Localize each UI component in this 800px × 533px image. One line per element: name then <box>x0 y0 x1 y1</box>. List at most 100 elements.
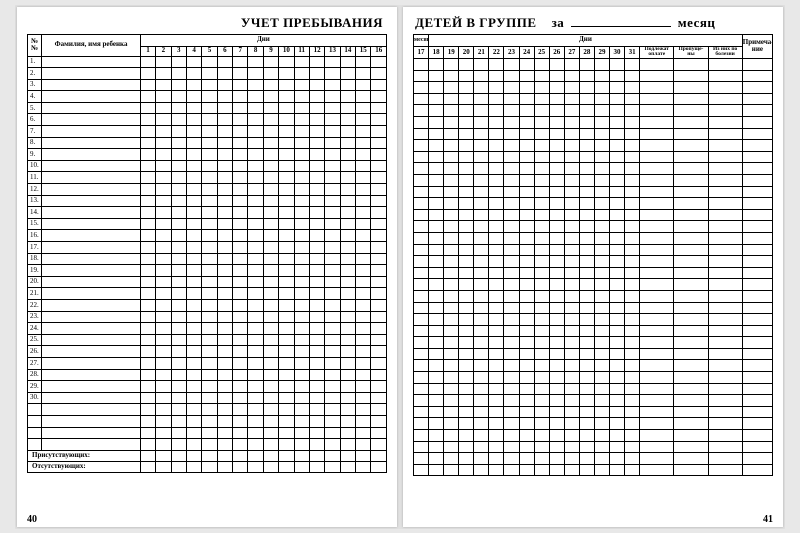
day-cell <box>156 392 171 404</box>
day-cell <box>217 242 232 254</box>
day-cell <box>489 418 504 430</box>
blank-cell <box>140 427 155 439</box>
day-cell <box>459 372 474 384</box>
blank-cell <box>248 439 263 451</box>
day-cell <box>474 325 489 337</box>
day-cell <box>202 218 217 230</box>
day-cell <box>340 346 355 358</box>
day-cell <box>489 430 504 442</box>
day-cell <box>674 453 708 465</box>
day-cell <box>233 230 248 242</box>
day-cell <box>171 450 186 461</box>
day-cell <box>708 174 742 186</box>
day-cell <box>579 256 594 268</box>
table-row <box>414 360 773 372</box>
day-cell <box>217 265 232 277</box>
day-cell <box>263 114 278 126</box>
day-cell <box>708 244 742 256</box>
day-cell <box>489 221 504 233</box>
day-cell <box>186 160 201 172</box>
day-cell <box>742 82 772 94</box>
day-cell <box>610 360 625 372</box>
day-cell <box>594 372 609 384</box>
day-cell <box>263 68 278 80</box>
day-cell <box>579 418 594 430</box>
day-cell <box>263 137 278 149</box>
day-cell <box>217 56 232 68</box>
col-pay: Подлежат оплате <box>640 46 674 59</box>
name-cell <box>42 392 140 404</box>
footer2: Отсутствующих: <box>28 461 387 472</box>
day-cell <box>708 430 742 442</box>
day-cell <box>279 381 294 393</box>
day-cell <box>742 105 772 117</box>
day-cell <box>140 392 155 404</box>
day-cell <box>534 232 549 244</box>
day-cell <box>489 151 504 163</box>
day-cell <box>674 93 708 105</box>
day-cell <box>564 221 579 233</box>
day-cell <box>594 325 609 337</box>
day-cell <box>279 230 294 242</box>
table-row: 13. <box>28 195 387 207</box>
day-cell <box>233 79 248 91</box>
day-cell <box>356 369 371 381</box>
day-cell <box>459 151 474 163</box>
day-cell <box>640 372 674 384</box>
day-cell <box>248 253 263 265</box>
day-cell <box>171 160 186 172</box>
day-cell <box>263 311 278 323</box>
day-cell <box>294 334 309 346</box>
day-cell <box>279 79 294 91</box>
name-cell <box>42 299 140 311</box>
day-header: 30 <box>610 46 625 59</box>
day-cell <box>248 265 263 277</box>
blank-cell <box>263 427 278 439</box>
day-cell <box>674 314 708 326</box>
day-cell <box>217 91 232 103</box>
day-cell <box>217 102 232 114</box>
day-cell <box>444 302 459 314</box>
day-cell <box>610 406 625 418</box>
day-cell <box>279 346 294 358</box>
day-cell <box>233 91 248 103</box>
day-cell <box>233 265 248 277</box>
blank-cell <box>309 427 324 439</box>
day-cell <box>459 221 474 233</box>
day-cell <box>263 299 278 311</box>
day-cell <box>202 381 217 393</box>
row-number: 7. <box>28 126 42 138</box>
blank-cell <box>263 439 278 451</box>
table-row <box>414 232 773 244</box>
day-cell <box>186 323 201 335</box>
blank-cell <box>171 439 186 451</box>
day-cell <box>294 126 309 138</box>
day-cell <box>263 172 278 184</box>
day-cell <box>294 253 309 265</box>
day-cell <box>708 453 742 465</box>
day-cell <box>742 314 772 326</box>
day-cell <box>742 267 772 279</box>
day-cell <box>186 242 201 254</box>
day-cell <box>459 59 474 71</box>
day-header: 14 <box>340 46 355 56</box>
day-cell <box>564 395 579 407</box>
day-cell <box>625 302 640 314</box>
day-cell <box>171 91 186 103</box>
day-cell <box>640 256 674 268</box>
day-cell <box>708 186 742 198</box>
day-cell <box>534 174 549 186</box>
day-cell <box>519 140 534 152</box>
day-cell <box>248 357 263 369</box>
day-cell <box>414 279 429 291</box>
day-cell <box>340 172 355 184</box>
day-cell <box>294 242 309 254</box>
day-cell <box>202 114 217 126</box>
blank-cell <box>171 404 186 416</box>
table-row <box>414 70 773 82</box>
day-cell <box>294 369 309 381</box>
day-cell <box>564 267 579 279</box>
day-cell <box>186 299 201 311</box>
day-cell <box>610 348 625 360</box>
day-cell <box>309 68 324 80</box>
